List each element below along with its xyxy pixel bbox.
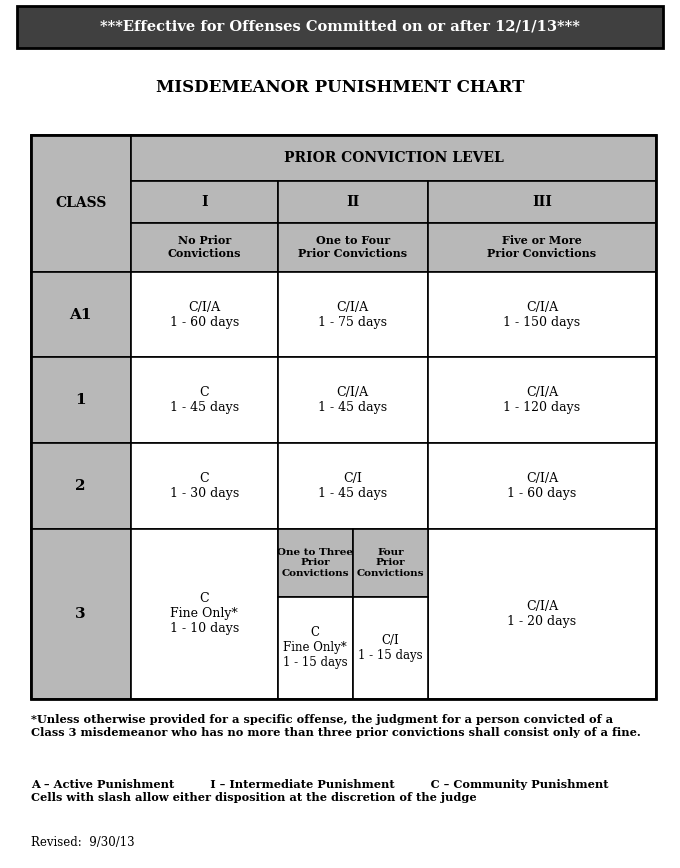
Bar xyxy=(428,181,656,222)
Bar xyxy=(31,135,131,272)
Text: ***Effective for Offenses Committed on or after 12/1/13***: ***Effective for Offenses Committed on o… xyxy=(100,20,580,34)
Text: C/I/A
1 - 60 days: C/I/A 1 - 60 days xyxy=(507,472,577,500)
Text: PRIOR CONVICTION LEVEL: PRIOR CONVICTION LEVEL xyxy=(284,151,503,165)
Text: One to Three
Prior
Convictions: One to Three Prior Convictions xyxy=(277,548,353,578)
Text: C/I/A
1 - 45 days: C/I/A 1 - 45 days xyxy=(318,386,388,414)
Bar xyxy=(31,444,131,529)
Text: II: II xyxy=(346,195,360,209)
Text: Five or More
Prior Convictions: Five or More Prior Convictions xyxy=(488,235,596,259)
Bar xyxy=(277,181,428,222)
Text: *Unless otherwise provided for a specific offense, the judgment for a person con: *Unless otherwise provided for a specifi… xyxy=(31,714,641,738)
Bar xyxy=(277,529,353,597)
Bar xyxy=(131,222,277,272)
Text: C
Fine Only*
1 - 15 days: C Fine Only* 1 - 15 days xyxy=(283,627,347,669)
Text: CLASS: CLASS xyxy=(55,196,106,210)
Text: One to Four
Prior Convictions: One to Four Prior Convictions xyxy=(299,235,407,259)
Text: C/I/A
1 - 150 days: C/I/A 1 - 150 days xyxy=(503,300,581,328)
Text: C/I
1 - 15 days: C/I 1 - 15 days xyxy=(358,634,423,661)
Text: C/I/A
1 - 75 days: C/I/A 1 - 75 days xyxy=(318,300,388,328)
Text: C/I/A
1 - 60 days: C/I/A 1 - 60 days xyxy=(169,300,239,328)
Text: 1: 1 xyxy=(75,393,86,407)
Text: C
1 - 45 days: C 1 - 45 days xyxy=(169,386,239,414)
Bar xyxy=(428,222,656,272)
Bar xyxy=(31,529,131,699)
Bar xyxy=(31,358,131,444)
Text: A – Active Punishment         I – Intermediate Punishment         C – Community : A – Active Punishment I – Intermediate P… xyxy=(31,779,608,803)
Bar xyxy=(131,529,277,699)
Bar xyxy=(131,181,277,222)
Text: A1: A1 xyxy=(69,307,92,321)
Text: C/I/A
1 - 20 days: C/I/A 1 - 20 days xyxy=(507,600,577,628)
Text: C
Fine Only*
1 - 10 days: C Fine Only* 1 - 10 days xyxy=(169,592,239,635)
Bar xyxy=(31,272,131,358)
Bar xyxy=(131,444,277,529)
Bar xyxy=(277,597,353,699)
Bar xyxy=(428,444,656,529)
Text: I: I xyxy=(201,195,207,209)
Text: 3: 3 xyxy=(75,607,86,621)
Bar xyxy=(17,6,663,48)
Text: Four
Prior
Convictions: Four Prior Convictions xyxy=(356,548,424,578)
Text: MISDEMEANOR PUNISHMENT CHART: MISDEMEANOR PUNISHMENT CHART xyxy=(156,78,524,95)
Bar xyxy=(277,222,428,272)
Bar xyxy=(428,272,656,358)
Text: C/I
1 - 45 days: C/I 1 - 45 days xyxy=(318,472,388,500)
Text: C
1 - 30 days: C 1 - 30 days xyxy=(169,472,239,500)
Bar xyxy=(428,529,656,699)
Text: C/I/A
1 - 120 days: C/I/A 1 - 120 days xyxy=(503,386,581,414)
Text: Revised:  9/30/13: Revised: 9/30/13 xyxy=(31,836,134,849)
Bar xyxy=(277,358,428,444)
Text: No Prior
Convictions: No Prior Convictions xyxy=(167,235,241,259)
Bar xyxy=(428,358,656,444)
Bar xyxy=(277,272,428,358)
Text: III: III xyxy=(532,195,552,209)
Bar xyxy=(31,135,656,699)
Text: 2: 2 xyxy=(75,479,86,493)
Bar xyxy=(353,529,428,597)
Bar xyxy=(131,272,277,358)
Bar xyxy=(353,597,428,699)
Bar xyxy=(277,444,428,529)
Bar xyxy=(131,135,656,181)
Bar xyxy=(131,358,277,444)
